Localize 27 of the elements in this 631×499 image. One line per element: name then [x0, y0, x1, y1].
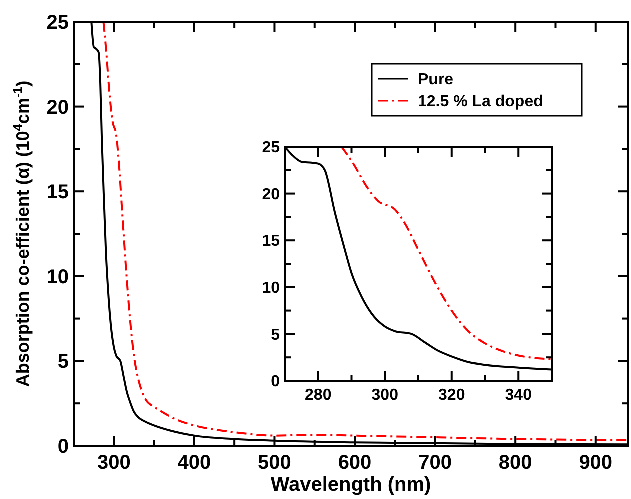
y-tick-label: 25 [262, 140, 280, 157]
x-tick-label: 900 [579, 452, 613, 474]
x-tick-label: 400 [178, 452, 212, 474]
line-series [340, 147, 552, 360]
y-tick-label: 20 [262, 186, 280, 204]
legend-label: Pure [418, 72, 454, 89]
y-tick-label: 15 [46, 182, 69, 204]
x-tick-label: 500 [258, 452, 292, 474]
y-tick-label: 0 [271, 374, 280, 391]
x-tick-label: 280 [305, 387, 332, 404]
y-tick-label: 20 [46, 96, 69, 119]
y-tick-label: 25 [46, 12, 69, 34]
x-axis-title: Wavelength (nm) [270, 474, 432, 496]
y-tick-label: 15 [262, 233, 280, 250]
y-tick-label: 0 [58, 436, 69, 458]
x-tick-label: 300 [372, 387, 399, 404]
x-tick-label: 800 [498, 452, 532, 474]
y-tick-label: 10 [262, 280, 280, 297]
x-tick-label: 600 [338, 452, 372, 474]
y-tick-label: 5 [271, 326, 280, 344]
x-tick-label: 320 [438, 387, 466, 404]
x-tick-label: 340 [505, 387, 532, 404]
x-tick-label: 300 [97, 452, 131, 474]
x-tick-label: 700 [418, 452, 452, 474]
legend-label: 12.5 % La doped [418, 94, 544, 111]
y-tick-label: 5 [58, 351, 69, 374]
y-tick-label: 10 [46, 266, 69, 288]
